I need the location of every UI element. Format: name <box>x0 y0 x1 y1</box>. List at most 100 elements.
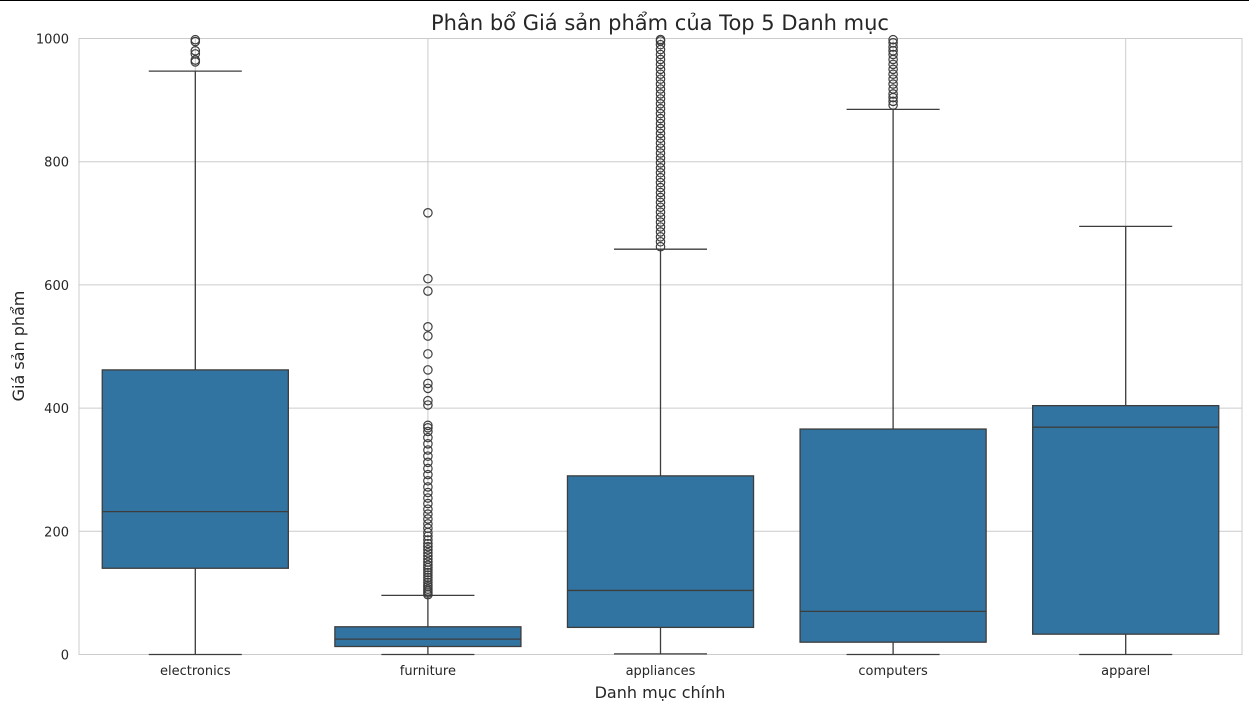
outlier-point <box>655 167 666 178</box>
outlier-point <box>423 475 433 486</box>
outlier-point <box>423 432 433 443</box>
outlier-point <box>423 331 433 341</box>
x-tick-label-appliances: appliances <box>626 664 696 679</box>
outlier-point <box>423 570 433 580</box>
outlier-point <box>655 236 666 247</box>
outlier-point <box>655 217 666 227</box>
outlier-point <box>655 34 666 45</box>
outlier-point <box>655 197 666 208</box>
outlier-point <box>423 551 433 561</box>
box-iqr <box>799 428 987 643</box>
outlier-point <box>655 103 666 114</box>
outlier-point <box>888 38 898 48</box>
outlier-point <box>190 55 201 65</box>
outlier-point <box>423 538 433 549</box>
outlier-point <box>655 143 666 153</box>
box-iqr <box>334 626 522 648</box>
outlier-point <box>423 554 433 564</box>
outlier-point <box>655 227 666 237</box>
outlier-point <box>423 487 433 498</box>
box-iqr <box>1032 404 1220 635</box>
outlier-point <box>423 321 433 332</box>
top-border <box>0 0 1249 1</box>
outlier-point <box>655 202 666 213</box>
outlier-point <box>423 463 433 474</box>
outlier-point <box>423 273 433 284</box>
outlier-point <box>888 42 898 52</box>
y-axis-label: Giá sản phẩm <box>9 291 28 402</box>
outlier-point <box>423 286 433 296</box>
outlier-point <box>423 349 433 359</box>
outlier-point <box>423 445 433 455</box>
y-tick-label: 800 <box>44 156 69 171</box>
x-axis-ticks: electronics furniture appliances computers a… <box>160 664 1150 679</box>
x-tick-label-computers: computers <box>858 664 928 679</box>
outlier-point <box>423 548 433 558</box>
outlier-point <box>423 426 433 437</box>
outlier-point <box>655 241 666 252</box>
outlier-point <box>423 378 433 389</box>
outlier-point <box>423 541 433 552</box>
outlier-point <box>423 572 433 583</box>
outlier-point <box>423 439 433 449</box>
outlier-point <box>423 208 433 218</box>
outlier-point <box>423 584 433 595</box>
y-axis-ticks: 0 200 400 600 800 1000 <box>36 33 69 664</box>
x-axis-label: Danh mục chính <box>595 683 726 702</box>
outlier-point <box>888 49 898 60</box>
outlier-point <box>655 69 666 80</box>
outlier-point <box>655 84 666 94</box>
outlier-point <box>190 34 201 45</box>
y-tick-label: 400 <box>44 402 69 417</box>
y-tick-label: 200 <box>44 525 69 540</box>
outlier-point <box>423 504 433 514</box>
outlier-point <box>423 457 433 468</box>
outlier-point <box>423 395 433 406</box>
outlier-point <box>655 163 666 173</box>
box-iqr <box>566 475 755 629</box>
outlier-point <box>655 172 666 183</box>
outlier-point <box>423 400 433 410</box>
outlier-point <box>423 498 433 509</box>
box-electronics <box>101 34 289 656</box>
outlier-point <box>655 232 666 242</box>
outlier-point <box>655 212 666 222</box>
outlier-point <box>423 509 433 519</box>
outlier-point <box>423 451 433 461</box>
outlier-point <box>423 523 433 534</box>
outlier-point <box>655 222 666 232</box>
x-tick-label-furniture: furniture <box>400 664 456 679</box>
box-apparel <box>1032 225 1220 656</box>
outlier-point <box>888 79 898 89</box>
outlier-point <box>423 535 433 545</box>
outlier-point <box>655 158 666 168</box>
outlier-point <box>655 113 666 124</box>
x-tick-label-apparel: apparel <box>1101 664 1150 679</box>
outlier-point <box>423 514 433 524</box>
outlier-point <box>655 89 666 99</box>
x-tick-label-electronics: electronics <box>160 664 231 679</box>
outlier-point <box>423 519 433 529</box>
outlier-point <box>655 98 666 109</box>
outlier-point <box>423 482 433 492</box>
outlier-point <box>888 34 898 45</box>
outlier-point <box>423 580 433 590</box>
outlier-point <box>888 89 898 99</box>
outlier-point <box>655 118 666 129</box>
outlier-point <box>423 423 433 433</box>
outlier-point <box>655 94 666 104</box>
y-tick-label: 1000 <box>36 33 69 48</box>
outlier-point <box>423 557 433 567</box>
outlier-point <box>655 59 666 70</box>
outlier-point <box>888 64 898 75</box>
outlier-point <box>423 544 433 555</box>
outlier-point <box>655 148 666 158</box>
outlier-point <box>190 46 201 56</box>
outlier-point <box>655 153 666 163</box>
outlier-point <box>888 100 898 110</box>
outlier-point <box>423 420 433 431</box>
outlier-point <box>655 123 666 134</box>
box-furniture <box>334 208 522 656</box>
outlier-point <box>655 108 666 119</box>
outlier-point <box>655 177 666 188</box>
